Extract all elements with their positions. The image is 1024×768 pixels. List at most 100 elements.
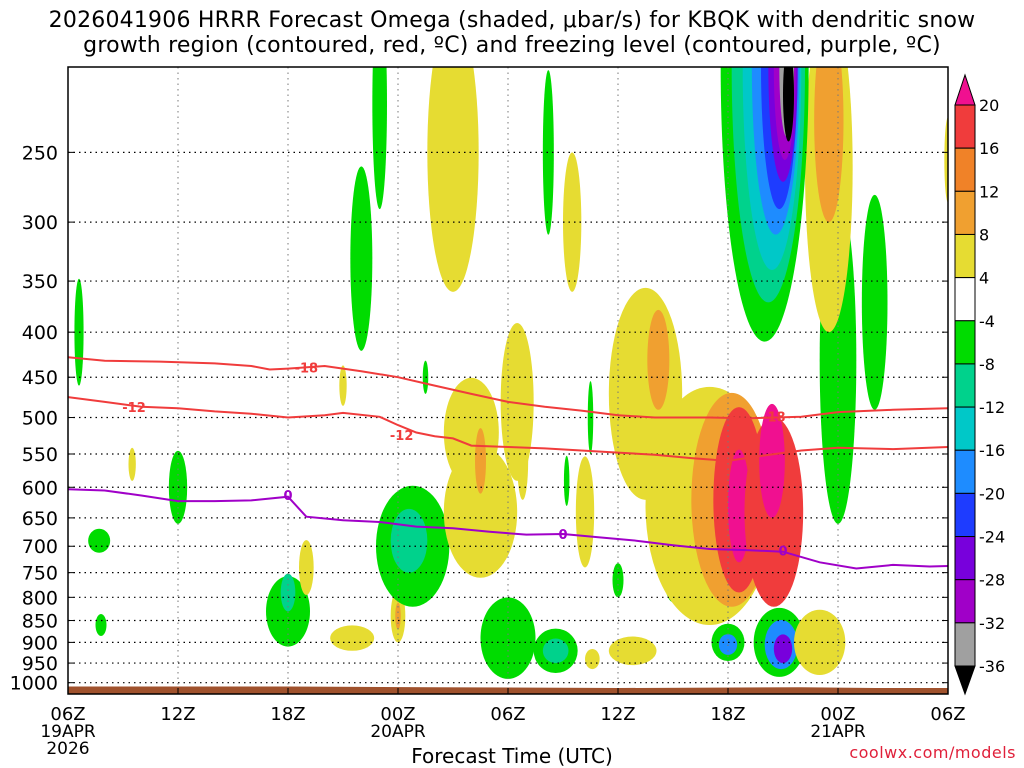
omega-region-green-1730 — [266, 576, 310, 647]
omega-region-yellow-1100 — [585, 648, 600, 670]
xtick-label-1: 12Z — [160, 704, 195, 725]
ytick-label-450: 450 — [22, 367, 58, 389]
omega-region-yellow-0900 — [563, 152, 582, 292]
contour-label-6: -18 — [762, 411, 786, 426]
colorbar-swatch-6 — [954, 320, 976, 365]
xtick-label-6: 18Z — [710, 704, 745, 725]
omega-region-green-0230 — [861, 194, 888, 410]
omega-region-green-0000 — [372, 67, 387, 210]
omega-region-magenta-1930 — [759, 403, 785, 518]
colorbar-swatch-7 — [954, 363, 976, 408]
colorbar-tick-10: -24 — [979, 528, 1005, 547]
ytick-label-700: 700 — [22, 536, 58, 558]
colorbar-swatch-8 — [954, 406, 976, 451]
ytick-label-800: 800 — [22, 587, 58, 609]
colorbar-tick-0: 20 — [979, 96, 999, 115]
colorbar-tick-11: -28 — [979, 571, 1005, 590]
xtick-date-7: 21APR — [810, 722, 866, 742]
ytick-label-600: 600 — [22, 477, 58, 499]
colorbar-tick-13: -36 — [979, 657, 1005, 676]
contour-label-1: -12 — [122, 401, 146, 416]
omega-region-green-0630 — [480, 597, 536, 679]
omega-plume-plume-black — [783, 67, 794, 142]
chart-title-line-1: 2026041906 HRRR Forecast Omega (shaded, … — [48, 8, 976, 33]
colorbar: 20 16 12 8 4 -4 -8 -12 -16 -20 -24 -28 -32 -36 — [954, 73, 1005, 696]
colorbar-swatch-10 — [954, 492, 976, 538]
colorbar-swatch-11 — [954, 536, 976, 581]
omega-region-teal-0830 — [542, 638, 569, 664]
ytick-label-900: 900 — [22, 632, 58, 654]
colorbar-tick-6: -8 — [979, 355, 995, 374]
ytick-label-550: 550 — [22, 444, 58, 466]
colorbar-swatch-5 — [954, 277, 976, 322]
ytick-label-350: 350 — [22, 271, 58, 293]
site-credit: coolwx.com/models — [849, 743, 1016, 762]
xtick-label-0: 06Z — [50, 704, 85, 725]
contour-label-0: -18 — [295, 362, 319, 377]
omega-region-green-0800 — [542, 70, 554, 235]
omega-region-yellow-2330 — [330, 625, 375, 651]
ytick-label-750: 750 — [22, 563, 58, 585]
xtick-year-0: 2026 — [46, 739, 89, 759]
freezing-level — [68, 488, 948, 570]
colorbar-swatch-2 — [954, 147, 976, 192]
isotherm-minus18 — [68, 356, 948, 420]
colorbar-swatch-9 — [954, 449, 976, 494]
ytick-label-650: 650 — [22, 508, 58, 530]
colorbar-swatch-13 — [954, 622, 976, 667]
xtick-label-3: 00Z — [380, 704, 415, 725]
omega-region-yellow-2200 — [794, 609, 846, 675]
colorbar-tick-5: -4 — [979, 312, 995, 331]
omega-region-magenta-1800 — [728, 449, 750, 563]
colorbar-tick-3: 8 — [979, 225, 989, 244]
colorbar-bottom-arrow — [954, 665, 976, 696]
chart-title-line-2: growth region (contoured, red, ºC) and f… — [83, 33, 941, 58]
plot-area: -18 -12 -12 0 0 0 -18 — [68, 67, 948, 694]
isotherm-minus12-left — [68, 396, 948, 462]
omega-region-green-0930 — [563, 455, 570, 506]
colorbar-swatch-4 — [954, 233, 976, 279]
xtick-label-7: 00Z — [820, 704, 855, 725]
colorbar-tick-2: 12 — [979, 182, 999, 201]
omega-region-yellow-0200 — [427, 67, 479, 292]
xtick-label-2: 18Z — [270, 704, 305, 725]
omega-region-purple-2000 — [773, 634, 793, 664]
ytick-label-500: 500 — [22, 408, 58, 430]
omega-region-orange-2200u — [814, 67, 844, 223]
colorbar-tick-9: -20 — [979, 484, 1005, 503]
contour-label-5: 0 — [778, 545, 787, 560]
omega-region-green-2300 — [350, 166, 373, 351]
ytick-label-300: 300 — [22, 212, 58, 234]
ytick-label-1000: 1000 — [10, 673, 58, 695]
omega-region-yellow-1200 — [608, 636, 657, 666]
omega-region-yellow-0600 — [944, 117, 948, 203]
xtick-label-4: 06Z — [490, 704, 525, 725]
x-axis-label: Forecast Time (UTC) — [411, 744, 613, 768]
omega-region-yellow-1000 — [575, 456, 595, 568]
ytick-label-850: 850 — [22, 611, 58, 633]
omega-region-yellow-0330 — [443, 446, 518, 578]
omega-region-orange-0330 — [475, 428, 486, 494]
omega-region-orange-2200 — [395, 602, 401, 630]
colorbar-tick-7: -12 — [979, 398, 1005, 417]
omega-region-teal-1800 — [280, 573, 296, 612]
xtick-label-8: 06Z — [930, 704, 965, 725]
xtick-label-5: 12Z — [600, 704, 635, 725]
contour-label-2: -12 — [390, 429, 414, 444]
contour-label-4: 0 — [558, 528, 567, 543]
xtick-date-0: 19APR — [40, 722, 96, 742]
contour-label-3: 0 — [283, 489, 292, 504]
colorbar-swatch-12 — [954, 579, 976, 624]
ytick-label-250: 250 — [22, 142, 58, 164]
omega-region-yellow-2000 — [299, 540, 314, 595]
omega-region-yellow-1000 — [128, 447, 136, 481]
colorbar-tick-12: -32 — [979, 614, 1005, 633]
ytick-label-400: 400 — [22, 322, 58, 344]
omega-region-yellow-2230 — [339, 365, 347, 406]
omega-region-green-0530 — [88, 528, 111, 553]
ytick-label-950: 950 — [22, 653, 58, 675]
colorbar-top-arrow — [954, 73, 976, 106]
colorbar-tick-8: -16 — [979, 441, 1005, 460]
omega-region-green-1200 — [612, 563, 624, 598]
